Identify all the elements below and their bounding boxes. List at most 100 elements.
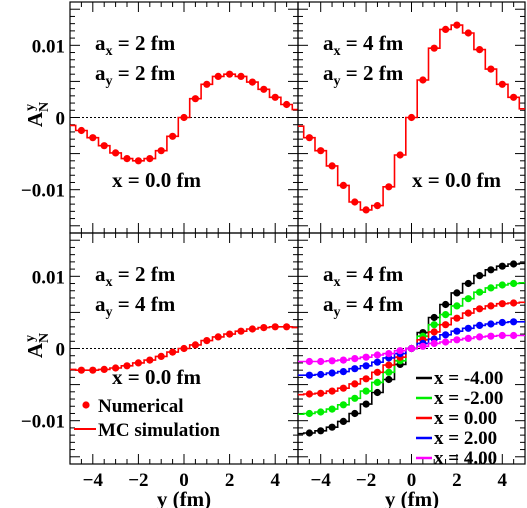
data-point — [123, 362, 131, 370]
series-1 — [298, 21, 525, 214]
data-point — [498, 318, 506, 327]
data-point — [373, 351, 381, 359]
data-point — [134, 359, 142, 367]
x-axis-title: y (fm) — [157, 487, 211, 508]
data-point — [146, 155, 154, 163]
data-point — [226, 70, 234, 78]
data-point — [203, 337, 211, 345]
data-point — [362, 387, 370, 395]
data-point — [407, 344, 416, 353]
data-point — [351, 365, 359, 373]
series-5 — [298, 331, 525, 366]
data-point — [339, 368, 347, 376]
ax-label: ax = 4 fm — [323, 31, 404, 59]
x-tick-label: 0 — [179, 470, 189, 491]
data-point — [453, 289, 461, 297]
data-point — [487, 284, 495, 292]
data-point — [476, 46, 484, 54]
data-point — [509, 318, 518, 326]
data-point — [362, 362, 370, 370]
data-point — [191, 95, 199, 103]
data-point — [476, 288, 484, 296]
data-point — [385, 361, 393, 369]
y-axis-title: ANy — [23, 333, 52, 358]
legend-label: x = 2.00 — [434, 428, 497, 449]
data-point — [305, 429, 313, 437]
y-tick-label: −0.01 — [21, 412, 65, 433]
y-tick-label: −0.01 — [21, 181, 65, 202]
data-point — [385, 350, 393, 358]
data-point — [509, 260, 518, 268]
data-point — [509, 331, 518, 340]
data-point — [509, 279, 518, 288]
data-point — [385, 368, 393, 376]
data-point — [453, 302, 461, 310]
data-point — [362, 375, 370, 383]
x-tick-label: 4 — [270, 470, 280, 491]
data-point — [271, 93, 279, 101]
data-point — [373, 202, 381, 210]
data-point — [487, 320, 495, 328]
data-point — [328, 387, 336, 395]
data-point — [248, 78, 256, 86]
data-point — [134, 157, 142, 165]
data-point — [430, 313, 438, 322]
data-point — [373, 388, 381, 397]
xpos-label: x = 0.0 fm — [112, 168, 201, 192]
legend-label-mc: MC simulation — [98, 420, 220, 441]
y-tick-label: 0 — [56, 109, 66, 130]
ax-label: ax = 2 fm — [95, 262, 176, 290]
data-point — [112, 364, 120, 372]
data-point — [498, 300, 506, 308]
data-point — [476, 321, 484, 329]
data-point — [283, 323, 291, 331]
data-point — [464, 309, 472, 317]
data-point — [214, 333, 222, 341]
data-point — [419, 342, 427, 350]
data-point — [430, 328, 438, 336]
data-point — [476, 272, 484, 280]
data-point — [509, 299, 518, 307]
data-point — [476, 305, 484, 313]
data-point — [351, 409, 359, 418]
data-point — [180, 113, 188, 122]
data-point — [328, 369, 336, 377]
x-axis-title: y (fm) — [385, 487, 439, 508]
y-tick-label: 0 — [56, 340, 66, 361]
series-1 — [70, 70, 298, 165]
x-tick-label: 2 — [225, 470, 235, 491]
data-point — [339, 401, 347, 409]
data-point — [419, 76, 427, 84]
data-point — [339, 384, 347, 392]
legend-label: x = 0.00 — [434, 408, 497, 429]
data-point — [203, 80, 211, 88]
data-point — [464, 324, 472, 332]
data-point — [146, 356, 154, 364]
data-point — [100, 142, 108, 150]
data-point — [453, 21, 461, 29]
data-point — [77, 126, 85, 135]
ay-label: ay = 4 fm — [323, 292, 404, 320]
panel-3 — [69, 232, 299, 465]
ay-label: ay = 4 fm — [95, 292, 176, 320]
data-point — [464, 295, 472, 303]
data-point — [442, 311, 450, 319]
data-point — [169, 132, 177, 140]
data-point — [169, 348, 177, 356]
data-point — [89, 366, 97, 374]
xpos-label: x = 0.0 fm — [412, 168, 501, 192]
data-point — [317, 370, 325, 379]
data-point — [157, 352, 165, 360]
data-point — [351, 355, 359, 363]
data-point — [328, 405, 336, 413]
data-point — [214, 72, 222, 80]
data-point — [305, 409, 313, 418]
data-point — [453, 336, 461, 344]
data-point — [464, 29, 472, 37]
data-point — [453, 327, 461, 335]
data-point — [430, 321, 438, 329]
y-axis-title: ANy — [23, 102, 52, 127]
data-point — [464, 334, 472, 342]
data-point — [385, 183, 393, 191]
data-point — [498, 262, 506, 270]
